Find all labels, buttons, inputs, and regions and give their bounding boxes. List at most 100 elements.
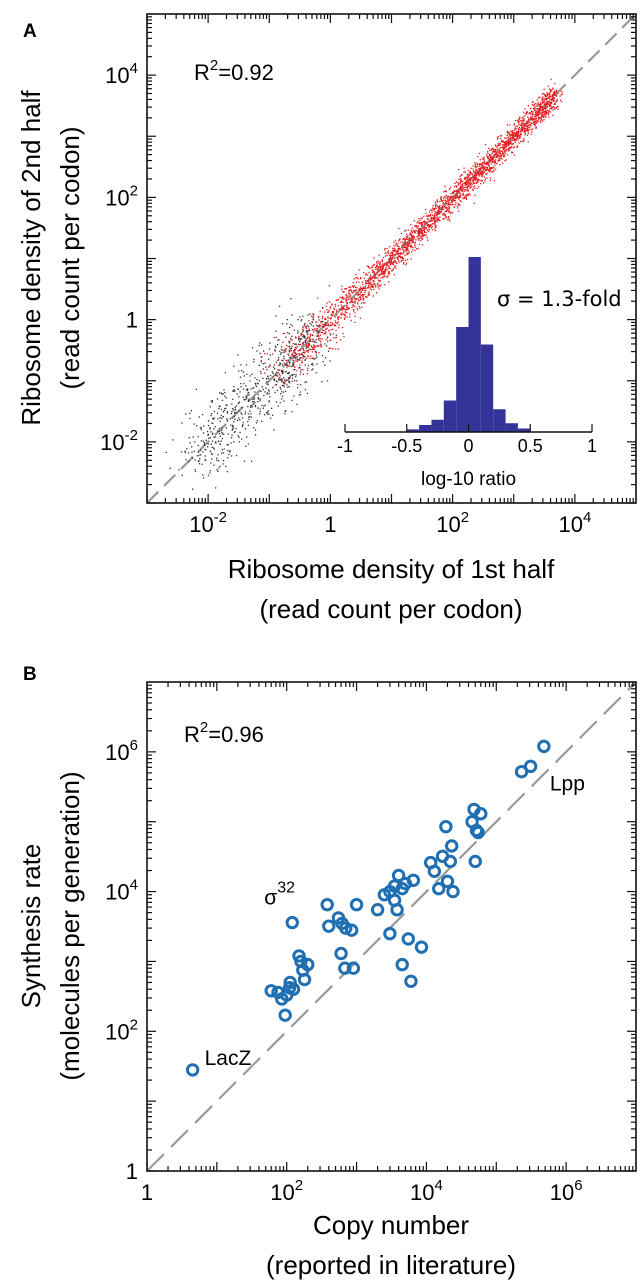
- panel-a-point: [294, 352, 297, 354]
- panel-a-point: [472, 186, 475, 188]
- panel-a-point: [240, 386, 242, 388]
- panel-a-point: [426, 224, 429, 227]
- panel-a-point: [202, 440, 205, 442]
- panel-a-point: [489, 154, 491, 156]
- panel-a-point: [292, 360, 295, 362]
- panel-a-point: [534, 102, 536, 105]
- panel-a-point: [434, 205, 437, 208]
- panel-a-point: [200, 440, 203, 442]
- panel-a-point: [549, 88, 551, 90]
- panel-a-point: [267, 389, 270, 391]
- panel-a-point: [465, 176, 467, 178]
- panel-a-point: [477, 163, 479, 165]
- panel-a-point: [447, 200, 449, 202]
- panel-a-point: [523, 139, 525, 141]
- panel-a-point: [497, 148, 499, 150]
- panel-a-point: [315, 372, 318, 374]
- panel-a-point: [282, 391, 285, 393]
- panel-a-point: [494, 161, 496, 164]
- panel-a-point: [498, 156, 501, 158]
- panel-a-point: [349, 293, 351, 295]
- panel-a-point: [282, 369, 284, 371]
- panel-a-point: [488, 161, 491, 163]
- panel-a-point: [262, 350, 265, 352]
- panel-a-point: [419, 228, 421, 230]
- panel-a-point: [553, 107, 556, 109]
- panel-a-point: [541, 101, 544, 103]
- panel-a-point: [286, 384, 288, 386]
- panel-a-point: [304, 337, 306, 339]
- panel-a-point: [397, 250, 399, 253]
- panel-a-point: [526, 129, 529, 131]
- panel-a-point: [209, 436, 211, 439]
- panel-a-point: [530, 113, 532, 115]
- panel-a-point: [216, 457, 218, 459]
- panel-a-point: [446, 207, 448, 209]
- panel-a-point: [527, 130, 529, 133]
- panel-a-point: [303, 351, 306, 353]
- panel-a-point: [316, 328, 318, 330]
- panel-a-point: [546, 92, 548, 94]
- panel-a-point: [381, 268, 383, 271]
- panel-a-point: [480, 180, 482, 182]
- panel-a-point: [249, 406, 252, 409]
- panel-a-point: [494, 164, 496, 167]
- panel-a-point: [421, 232, 423, 234]
- panel-a-point: [277, 372, 280, 374]
- panel-a-point: [538, 118, 540, 121]
- panel-a-point: [387, 265, 389, 267]
- panel-a-point: [378, 270, 380, 273]
- panel-a-point: [245, 364, 248, 366]
- panel-a-point: [460, 189, 462, 192]
- panel-a-point: [426, 236, 428, 239]
- panel-a-point: [489, 155, 491, 158]
- panel-a-point: [301, 352, 303, 354]
- panel-a-point: [308, 344, 311, 346]
- panel-a-point: [312, 338, 314, 340]
- panel-a-xlabel-line2: (read count per codon): [259, 594, 522, 624]
- panel-a-point: [377, 279, 380, 281]
- panel-a-point: [292, 350, 295, 352]
- panel-a-point: [234, 406, 236, 408]
- panel-a-point: [493, 167, 495, 169]
- panel-a-point: [449, 212, 452, 215]
- panel-a-point: [224, 372, 226, 374]
- panel-a-point: [358, 289, 361, 292]
- panel-a-point: [230, 442, 232, 444]
- inset-histogram-bar: [443, 400, 457, 432]
- panel-a-point: [404, 241, 406, 244]
- panel-a-point: [548, 101, 550, 103]
- panel-a-point: [234, 411, 236, 414]
- panel-a-point: [520, 132, 522, 134]
- panel-a-point: [405, 244, 407, 246]
- panel-a-point: [475, 166, 477, 169]
- panel-a-point: [406, 253, 408, 256]
- panel-b-x-tick-label: 106: [550, 1177, 583, 1205]
- panel-a-point: [386, 247, 388, 250]
- panel-b-point: [283, 975, 297, 990]
- panel-a-point: [312, 318, 315, 320]
- panel-a-point: [435, 217, 437, 219]
- panel-a-point: [514, 135, 516, 137]
- panel-a-point: [424, 230, 426, 232]
- panel-a-point: [459, 175, 461, 177]
- panel-a-point: [302, 315, 304, 317]
- panel-a-point: [316, 363, 318, 365]
- panel-a-point: [297, 387, 299, 389]
- panel-a-point: [427, 224, 429, 226]
- panel-a-point: [317, 334, 319, 337]
- panel-a-point: [409, 245, 411, 247]
- panel-a-point: [375, 273, 377, 275]
- panel-a-point: [319, 339, 321, 342]
- panel-a-point: [319, 334, 322, 336]
- panel-a-point: [241, 370, 243, 372]
- panel-a-point: [282, 384, 284, 387]
- panel-a-point: [264, 391, 266, 393]
- panel-a-point: [328, 285, 330, 287]
- panel-a-point: [476, 162, 478, 164]
- panel-a-point: [547, 97, 549, 99]
- panel-a-point: [503, 141, 506, 143]
- panel-a-point: [294, 346, 296, 349]
- panel-a-point: [268, 348, 271, 350]
- panel-a-point: [395, 267, 397, 269]
